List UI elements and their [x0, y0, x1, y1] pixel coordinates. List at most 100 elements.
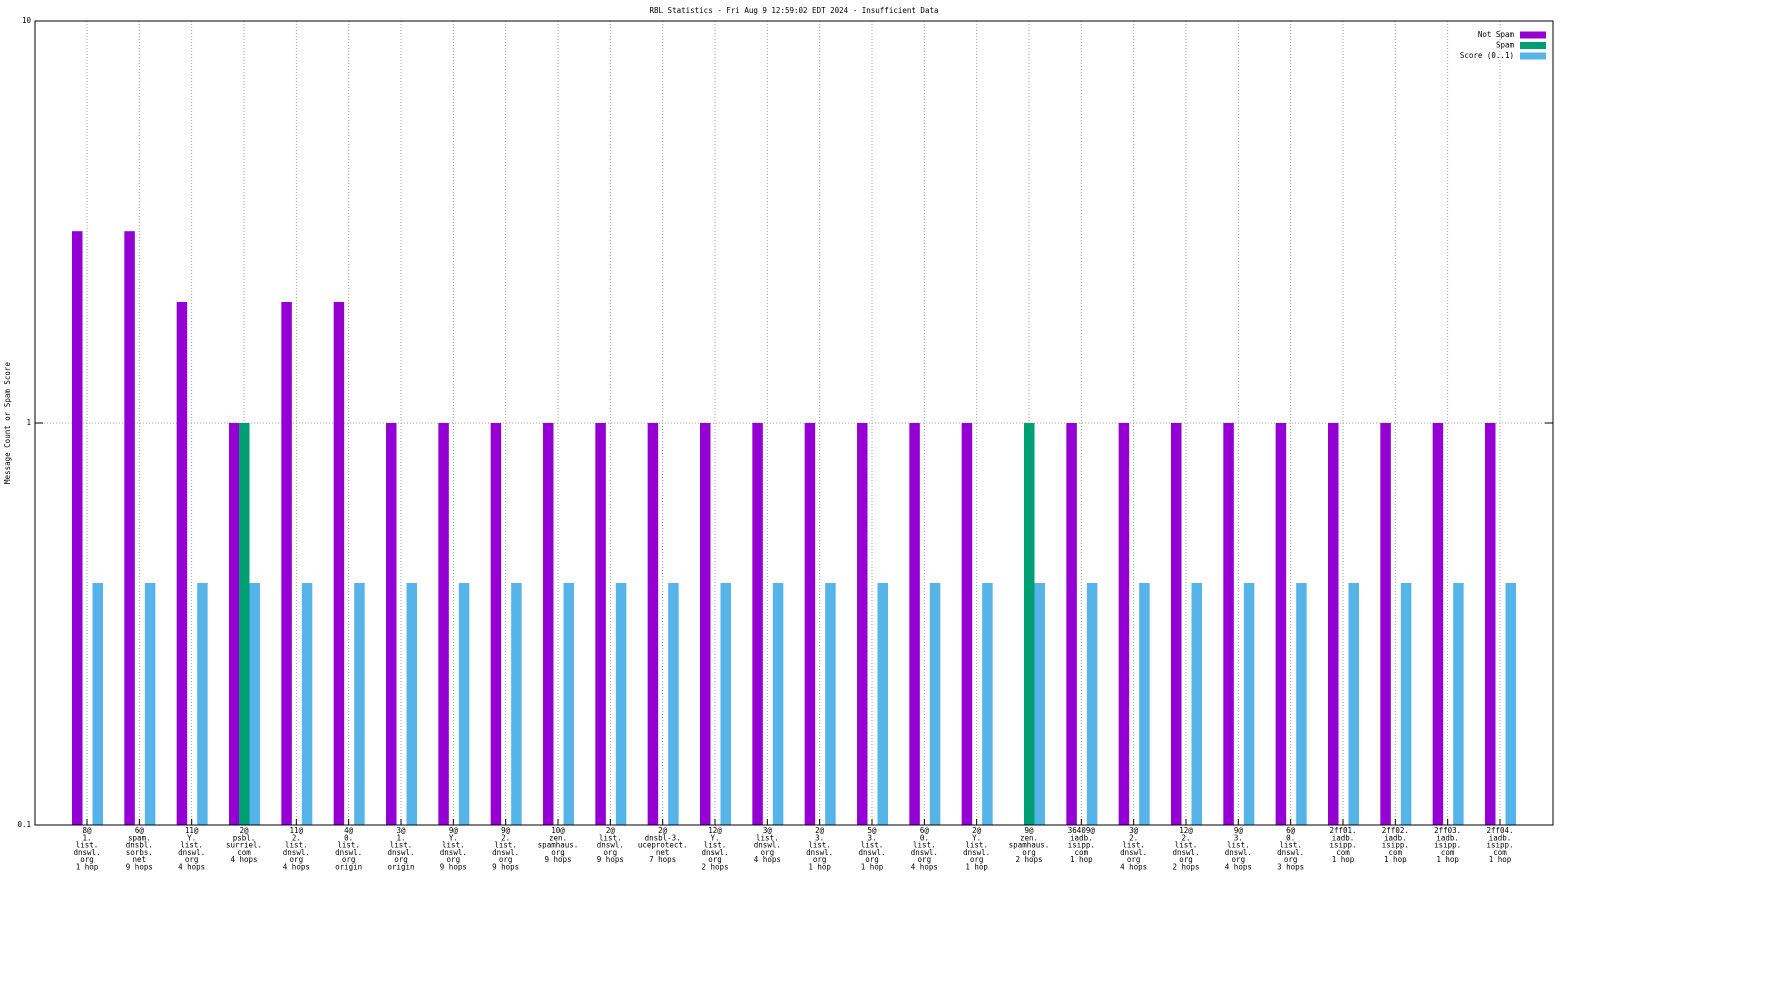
- x-tick-label-line: list.: [442, 841, 465, 850]
- x-tick-label-line: 9@: [449, 826, 459, 835]
- x-tick-label-line: list.: [704, 841, 727, 850]
- bar: [1348, 582, 1359, 825]
- bar: [144, 582, 156, 825]
- x-tick-label-line: isipp.: [1434, 841, 1461, 850]
- x-tick-label-line: Y.: [710, 833, 719, 842]
- x-tick-label-line: org: [1284, 855, 1298, 864]
- x-tick-label: 3@ 1. list. dnswl. org origin: [387, 826, 414, 872]
- x-tick-label-line: spamhaus.: [1009, 841, 1050, 850]
- x-tick-label-line: org: [761, 848, 775, 857]
- x-tick-label-line: list.: [861, 841, 884, 850]
- x-tick-label-line: iadb.: [1384, 833, 1407, 842]
- x-tick-label-line: org: [290, 855, 304, 864]
- x-tick-label-line: psbl.: [233, 833, 256, 842]
- x-tick-label-line: iadb.: [1332, 833, 1355, 842]
- bar: [490, 423, 502, 825]
- bar: [72, 231, 83, 825]
- x-tick-label-line: 36409@: [1068, 826, 1096, 835]
- x-tick-label-line: 3@: [1129, 826, 1139, 835]
- legend-label: Score (0..1): [1460, 51, 1514, 60]
- x-tick-label-line: 3.: [867, 833, 876, 842]
- x-tick-label-line: spam.: [128, 833, 151, 842]
- bar: [982, 582, 993, 825]
- x-tick-label-line: Y.: [449, 833, 458, 842]
- bar: [1118, 423, 1130, 825]
- bar: [124, 231, 135, 825]
- x-tick-label-line: org: [865, 855, 879, 864]
- bar: [406, 582, 417, 825]
- bar: [1086, 582, 1098, 825]
- x-tick-label-line: iadb.: [1070, 833, 1093, 842]
- bar: [647, 423, 659, 825]
- x-tick-label-line: 4 hops: [283, 863, 310, 872]
- x-tick-label-line: iadb.: [1489, 833, 1512, 842]
- x-tick-label: 8@ 1. list. dnswl. org 1 hop: [73, 826, 100, 872]
- x-tick-label-line: org: [342, 855, 356, 864]
- x-tick-label-line: 1.: [396, 833, 405, 842]
- x-tick-label-line: 2.: [292, 833, 301, 842]
- x-tick-label-line: zen.: [1020, 833, 1038, 842]
- x-tick-label-line: Y.: [187, 833, 196, 842]
- x-tick-label-line: org: [604, 848, 618, 857]
- x-tick-label-line: org: [918, 855, 932, 864]
- x-tick-label: 9@ zen. spamhaus. org 2 hops: [1009, 826, 1050, 864]
- x-tick-label-line: dnswl.: [492, 848, 519, 857]
- x-tick-label-line: 9 hops: [597, 855, 624, 864]
- bar: [1223, 423, 1234, 825]
- bar: [857, 423, 868, 825]
- x-tick-label-line: list.: [337, 841, 360, 850]
- bar: [1171, 423, 1182, 825]
- x-tick-label-line: dnsbl-3.: [645, 833, 681, 842]
- legend-swatch: [1520, 52, 1546, 60]
- x-tick-label-line: sorbs.: [126, 848, 153, 857]
- x-tick-label: 2@ list. dnswl. org 9 hops: [597, 826, 624, 864]
- x-tick-label-line: 11@: [290, 826, 304, 835]
- x-tick-label-line: org: [970, 855, 984, 864]
- x-tick-label-line: list.: [913, 841, 936, 850]
- x-tick-label-line: dnswl.: [73, 848, 100, 857]
- x-tick-label-line: com: [1493, 848, 1507, 857]
- x-tick-label-line: 6@: [1286, 826, 1296, 835]
- x-tick-label: 2@ dnsbl-3. uceprotect. net 7 hops: [638, 826, 688, 864]
- bar: [909, 423, 920, 825]
- bar: [1139, 582, 1150, 825]
- y-tick-label: 10: [22, 16, 32, 25]
- x-tick-label-line: 4 hops: [178, 863, 205, 872]
- x-tick-label-line: 9 hops: [126, 863, 153, 872]
- x-tick-label-line: 7 hops: [649, 855, 676, 864]
- x-tick-label-line: dnswl.: [597, 841, 624, 850]
- x-tick-label-line: 2.: [501, 833, 510, 842]
- x-tick-label-line: zen.: [549, 833, 567, 842]
- x-tick-label-line: dnswl.: [283, 848, 310, 857]
- x-tick-label-line: dnswl.: [178, 848, 205, 857]
- x-tick-label-line: org: [394, 855, 408, 864]
- x-tick-label-line: 2ff03.: [1434, 826, 1461, 835]
- x-tick-label-line: org: [80, 855, 94, 864]
- x-tick-label-line: dnswl.: [1277, 848, 1304, 857]
- x-tick-label-line: isipp.: [1382, 841, 1409, 850]
- x-tick-label: 9@ 2. list. dnswl. org 9 hops: [492, 826, 519, 872]
- x-tick-label-line: 9@: [1024, 826, 1034, 835]
- x-tick-label-line: surriel.: [226, 841, 262, 850]
- x-tick-label-line: 6@: [920, 826, 930, 835]
- x-tick-label: 10@ zen. spamhaus. org 9 hops: [538, 826, 579, 864]
- x-tick-label-line: dnswl.: [806, 848, 833, 857]
- bar: [458, 582, 470, 825]
- x-tick-label-line: 11@: [185, 826, 199, 835]
- x-tick-label: 5@ 3. list. dnswl. org 1 hop: [858, 826, 885, 872]
- x-tick-label-line: list.: [756, 833, 779, 842]
- x-tick-label-line: 1 hop: [1489, 855, 1512, 864]
- x-tick-label-line: com: [1336, 848, 1350, 857]
- x-tick-label-line: dnswl.: [387, 848, 414, 857]
- bar: [333, 301, 345, 825]
- x-tick-label-line: origin: [335, 863, 362, 872]
- x-tick-label-line: 0.: [344, 833, 353, 842]
- bar: [438, 423, 449, 825]
- x-tick-label-line: dnswl.: [1225, 848, 1252, 857]
- bar: [1243, 582, 1255, 825]
- x-tick-label-line: Y.: [972, 833, 981, 842]
- bar: [386, 423, 397, 825]
- x-tick-label-line: 0.: [1286, 833, 1295, 842]
- bar: [1066, 423, 1077, 825]
- bar: [595, 423, 606, 825]
